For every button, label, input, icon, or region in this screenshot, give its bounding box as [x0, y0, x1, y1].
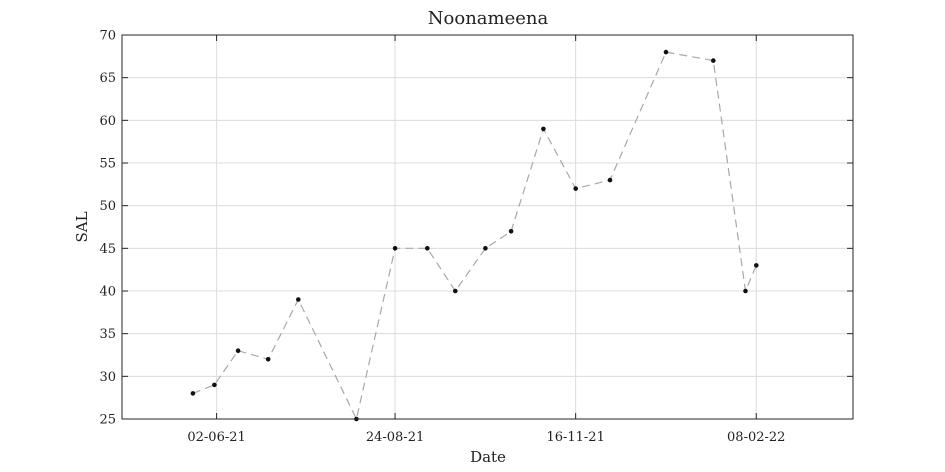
data-point — [425, 246, 430, 251]
data-point — [453, 288, 458, 294]
y-tick-label: 30 — [99, 370, 116, 385]
series-line — [192, 51, 757, 421]
data-point — [743, 288, 748, 294]
y-axis-label: SAL — [73, 211, 91, 242]
data-point — [296, 297, 301, 302]
data-point — [711, 58, 716, 63]
x-tick-label: 24-08-21 — [366, 430, 424, 445]
data-point — [392, 246, 398, 251]
data-point — [573, 186, 578, 191]
x-axis-label: Date — [470, 448, 506, 466]
grid — [122, 34, 853, 420]
y-tick-label: 70 — [99, 29, 116, 44]
x-tick-label: 08-02-22 — [727, 430, 785, 445]
data-point — [508, 229, 514, 234]
data-point — [663, 49, 669, 55]
data-point — [483, 246, 488, 251]
y-axis: 25 30 35 40 45 50 55 60 65 70 — [99, 29, 853, 428]
x-axis: 02-06-21 24-08-21 16-11-21 08-02-22 — [187, 35, 785, 445]
data-series — [190, 49, 759, 422]
data-point — [212, 382, 217, 388]
y-tick-label: 45 — [99, 242, 116, 257]
y-tick-label: 55 — [99, 157, 116, 172]
y-tick-label: 35 — [99, 327, 116, 342]
data-point — [607, 177, 613, 183]
y-tick-label: 65 — [99, 71, 116, 86]
plot-frame — [121, 34, 854, 420]
x-tick-label: 16-11-21 — [546, 430, 604, 445]
y-tick-label: 25 — [99, 413, 116, 428]
data-point — [754, 263, 759, 268]
data-point — [235, 348, 241, 354]
x-tick-label: 02-06-21 — [187, 430, 245, 445]
y-tick-label: 60 — [99, 114, 116, 129]
data-point — [541, 126, 546, 132]
y-tick-label: 40 — [99, 285, 116, 300]
y-tick-label: 50 — [99, 199, 116, 214]
data-point — [265, 357, 271, 362]
chart-title: Noonameena — [428, 8, 549, 29]
data-point — [190, 391, 196, 396]
